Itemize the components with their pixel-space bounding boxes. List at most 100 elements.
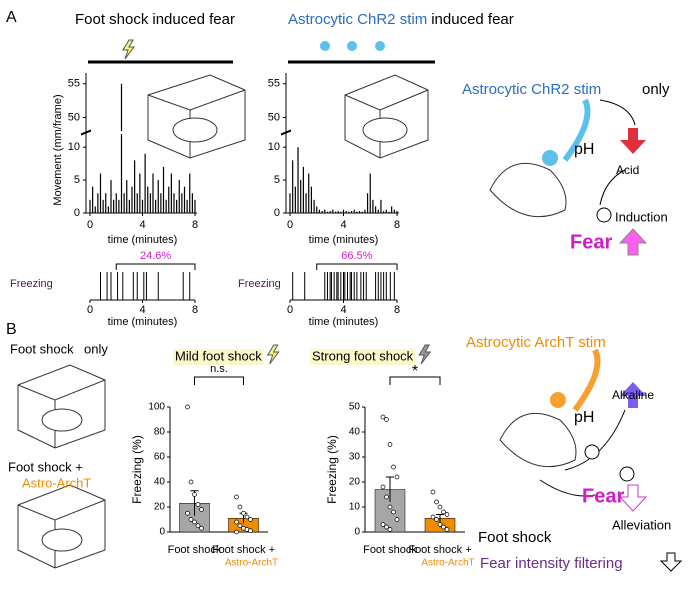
annotation: 66.5% xyxy=(341,250,372,262)
y-tick-label: 5 xyxy=(274,174,280,186)
annotation: 24.6% xyxy=(140,250,171,262)
x-tick-label: 4 xyxy=(340,304,346,316)
x-tick-label: 8 xyxy=(192,219,198,231)
arrow-up xyxy=(620,382,646,408)
data-point xyxy=(437,504,443,510)
label: Astrocytic ArchT stim xyxy=(466,334,606,351)
data-point xyxy=(434,517,439,522)
significance-bracket xyxy=(389,376,441,385)
y-tick-label: 10 xyxy=(268,141,280,153)
plus-sign xyxy=(619,466,635,482)
chart-title: Foot shock xyxy=(75,11,149,28)
data-point xyxy=(437,522,443,527)
data-point xyxy=(192,519,197,525)
label: Foot shock + xyxy=(8,459,83,474)
data-point xyxy=(195,502,201,507)
data-point xyxy=(387,527,393,532)
title-highlight xyxy=(173,349,264,365)
label: pH xyxy=(574,141,594,158)
x-tick-label: Foot shock xyxy=(363,544,417,556)
y-tick-label: 50 xyxy=(268,111,280,123)
y-tick-label: 100 xyxy=(148,402,165,413)
data-point xyxy=(234,494,239,500)
y-tick-label: 0 xyxy=(354,527,360,538)
y-tick-label: 80 xyxy=(154,427,166,438)
data-point xyxy=(380,414,386,420)
bulb-icon xyxy=(550,392,566,408)
y-tick-label: 10 xyxy=(68,141,80,153)
data-point xyxy=(444,512,450,517)
data-point xyxy=(248,528,253,534)
data-point xyxy=(394,517,400,522)
x-tick-label: 4 xyxy=(340,219,346,231)
label: Foot shock xyxy=(478,529,552,546)
data-point xyxy=(380,522,386,527)
label: Acid xyxy=(616,163,639,177)
label: Fear intensity filtering xyxy=(480,555,623,572)
data-point xyxy=(387,504,393,510)
chart-title: Mild foot shock xyxy=(175,348,262,363)
x-tick-label: Foot shock + xyxy=(212,544,275,556)
axis-break xyxy=(280,129,292,136)
light-icon xyxy=(375,41,385,51)
y-tick-label: 20 xyxy=(154,502,166,513)
window-bracket xyxy=(115,263,196,270)
x-axis-label: time (minutes) xyxy=(108,234,178,246)
data-point xyxy=(234,529,239,535)
axis-break xyxy=(80,129,92,136)
y-tick-label: 40 xyxy=(349,427,361,438)
x-tick-label: 4 xyxy=(139,304,145,316)
data-point xyxy=(384,417,389,422)
data-point xyxy=(444,527,450,532)
x-tick-label: Astro-ArchT xyxy=(421,558,474,569)
label: Induction xyxy=(615,209,668,224)
y-tick-label: 20 xyxy=(349,477,361,488)
y-tick-label: 5 xyxy=(74,174,80,186)
data-point xyxy=(380,484,386,490)
y-tick-label: 10 xyxy=(349,502,361,513)
x-tick-label: 0 xyxy=(287,304,293,316)
x-tick-label: Foot shock + xyxy=(408,544,471,556)
y-tick-label: 55 xyxy=(68,78,80,90)
row-label: Freezing xyxy=(238,278,281,290)
x-axis-label: time (minutes) xyxy=(309,234,379,246)
row-label: Freezing xyxy=(10,278,53,290)
data-point xyxy=(244,514,250,520)
x-tick-label: 4 xyxy=(139,219,145,231)
y-axis-label: Freezing (%) xyxy=(130,435,144,504)
connector xyxy=(539,99,636,497)
y-tick-label: 0 xyxy=(74,207,80,219)
panel-label: B xyxy=(6,321,17,338)
y-tick-label: 0 xyxy=(159,527,165,538)
data-point xyxy=(441,524,446,530)
label: Astro-ArchT xyxy=(22,475,91,490)
arrow-down xyxy=(659,552,683,572)
plus-sign xyxy=(596,207,612,223)
arrow-down xyxy=(620,128,646,154)
data-point xyxy=(434,499,439,505)
x-axis-label: time (minutes) xyxy=(108,316,178,328)
y-tick-label: 55 xyxy=(268,78,280,90)
data-point xyxy=(384,494,389,500)
x-axis-label: time (minutes) xyxy=(309,316,379,328)
significance-label: n.s. xyxy=(210,363,228,375)
data-point xyxy=(241,510,246,516)
error-bar xyxy=(386,476,394,502)
data-point xyxy=(237,504,243,510)
data-point xyxy=(234,519,239,525)
y-axis-label: Freezing (%) xyxy=(325,435,339,504)
arrow-up xyxy=(618,228,648,256)
x-tick-label: 8 xyxy=(394,304,400,316)
chart-title: induced fear xyxy=(152,11,235,28)
data-point xyxy=(430,489,436,495)
data-point xyxy=(188,479,194,485)
label: pH xyxy=(574,409,594,426)
significance-bracket xyxy=(194,376,244,385)
y-tick-label: 30 xyxy=(349,452,361,463)
axis xyxy=(85,73,197,214)
chart-title: Strong foot shock xyxy=(312,348,414,363)
lightning-icon xyxy=(266,344,280,365)
chart-title: Astrocytic ChR2 stim xyxy=(288,11,427,28)
label: Fear xyxy=(570,231,612,253)
data-point xyxy=(384,524,389,530)
